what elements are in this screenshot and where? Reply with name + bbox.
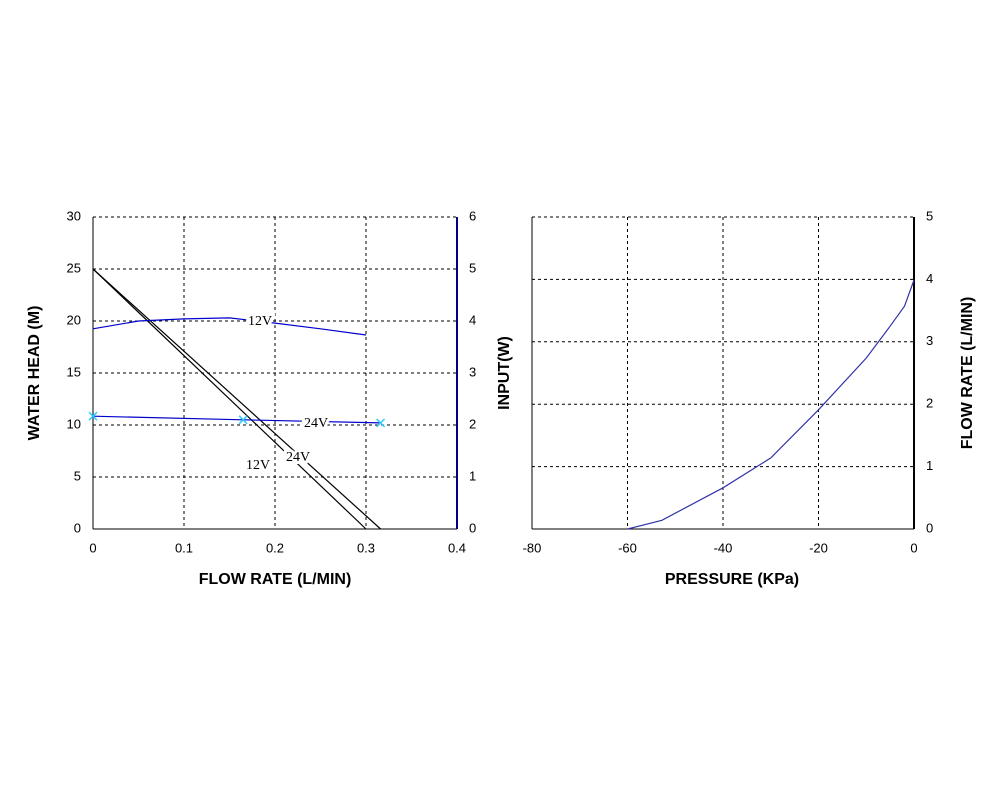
x-tick-label: -60 xyxy=(618,540,637,555)
y2-tick-label: 0 xyxy=(469,520,476,535)
x-tick-label: 0 xyxy=(910,540,917,555)
series-label: 24V xyxy=(304,416,328,431)
x-tick-label: 0.3 xyxy=(357,540,375,555)
data-marker xyxy=(238,415,248,425)
y2-axis-title: INPUT(W) xyxy=(496,336,513,410)
y2-tick-label: 2 xyxy=(926,396,933,411)
y-tick-label: 30 xyxy=(67,208,81,223)
x-tick-label: 0.4 xyxy=(448,540,466,555)
series-label: 24V xyxy=(286,450,310,465)
y-tick-label: 0 xyxy=(74,520,81,535)
y2-tick-label: 4 xyxy=(926,271,933,286)
x-tick-label: 0.2 xyxy=(266,540,284,555)
data-line xyxy=(92,317,367,336)
y2-tick-label: 4 xyxy=(469,312,476,327)
y2-tick-label: 6 xyxy=(469,208,476,223)
data-line xyxy=(627,279,915,530)
x-tick-label: 0 xyxy=(89,540,96,555)
y2-tick-label: 1 xyxy=(926,458,933,473)
y2-tick-label: 5 xyxy=(469,260,476,275)
data-line xyxy=(92,268,382,530)
x-axis-title: PRESSURE (KPa) xyxy=(665,571,799,588)
y-tick-label: 25 xyxy=(67,260,81,275)
y-tick-label: 15 xyxy=(67,364,81,379)
y2-tick-label: 1 xyxy=(469,468,476,483)
y2-tick-label: 5 xyxy=(926,208,933,223)
y-tick-label: 5 xyxy=(74,468,81,483)
data-marker xyxy=(88,411,98,421)
series-label: 12V xyxy=(246,458,270,473)
x-tick-label: 0.1 xyxy=(175,540,193,555)
data-line xyxy=(92,268,367,530)
y-tick-label: 20 xyxy=(67,312,81,327)
x-tick-label: -80 xyxy=(523,540,542,555)
y-axis-title: WATER HEAD (M) xyxy=(26,306,43,441)
y2-tick-label: 0 xyxy=(926,520,933,535)
y-tick-label: 10 xyxy=(67,416,81,431)
x-axis-title: FLOW RATE (L/MIN) xyxy=(199,571,352,588)
data-marker xyxy=(376,418,386,428)
y2-axis-title: FLOW RATE (L/MIN) xyxy=(959,297,976,450)
x-tick-label: -40 xyxy=(714,540,733,555)
series-label: 12V xyxy=(248,314,272,329)
y2-tick-label: 2 xyxy=(469,416,476,431)
y2-tick-label: 3 xyxy=(469,364,476,379)
x-tick-label: -20 xyxy=(809,540,828,555)
y2-tick-label: 3 xyxy=(926,333,933,348)
